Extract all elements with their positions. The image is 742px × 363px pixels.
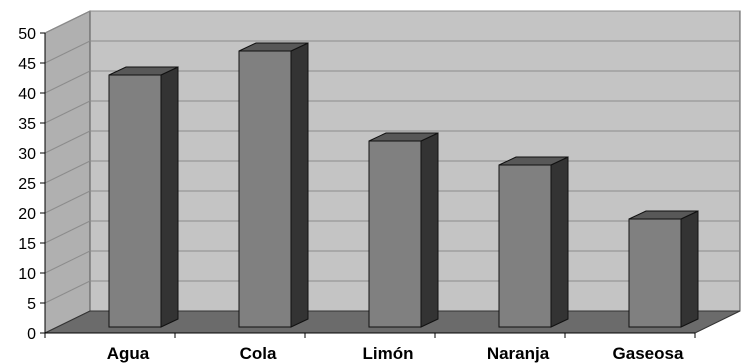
bar-side [420,132,439,328]
y-tick-label: 10 [18,266,36,283]
y-tick-label: 35 [18,116,36,133]
gridline-side [44,160,91,184]
bar [498,164,552,328]
y-tick-label: 50 [18,26,36,43]
y-tick-label: 15 [18,236,36,253]
gridline-side [44,220,91,244]
gridline-side [44,250,91,274]
bar-side [160,66,179,328]
y-tick-label: 25 [18,176,36,193]
y-tick-label: 45 [18,56,36,73]
x-tick-label: Gaseosa [613,344,684,363]
x-tick-label: Cola [240,344,277,363]
bar [108,74,162,328]
gridline-side [44,280,91,304]
bar-side [290,42,309,328]
y-tick-label: 20 [18,206,36,223]
gridline-side [44,70,91,94]
y-tick-label: 5 [27,296,36,313]
y-tick-label: 30 [18,146,36,163]
bar-side [680,210,699,328]
gridline-side [44,40,91,64]
y-tick-label: 0 [27,326,36,343]
bar-side [550,156,569,328]
bar [238,50,292,328]
x-tick-label: Naranja [487,344,550,363]
gridline-side [44,130,91,154]
gridline-side [44,10,91,34]
x-tick-label: Agua [107,344,150,363]
gridline-side [44,100,91,124]
x-tick-label: Limón [363,344,414,363]
bar [368,140,422,328]
bar [628,218,682,328]
gridline-side [44,190,91,214]
y-tick-label: 40 [18,86,36,103]
